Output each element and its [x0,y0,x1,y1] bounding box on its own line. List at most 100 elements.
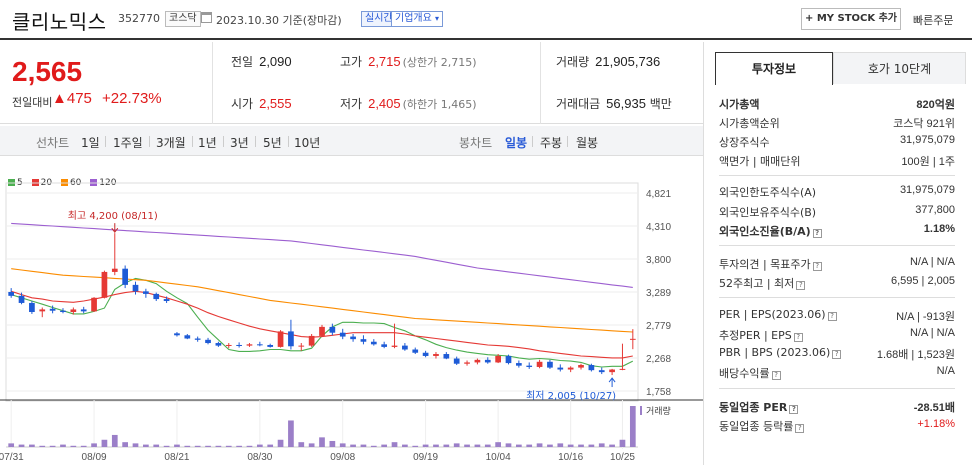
volume-bar [360,444,367,447]
volume-bar [174,444,180,447]
volume-bar [484,444,491,447]
tab-quote-10[interactable]: 호가 10단계 [833,52,966,84]
open-price: 시가 2,555 [231,95,292,112]
tab-weekly[interactable]: 주봉 [540,136,563,150]
market-cap-value: 820억원 [916,99,955,111]
candle-body [381,344,388,347]
market-tag: 코스닥 [165,11,201,27]
candle-body [443,354,450,359]
x-tick-label: 10/04 [486,452,511,463]
stock-code: 352770 [118,12,160,25]
candle-body [194,338,201,340]
help-icon[interactable]: ? [793,333,803,342]
foreign-hold-row: 외국인보유주식수(B) 377,800 [719,204,955,220]
volume-bar [412,445,419,447]
candle-body [29,302,35,313]
add-mystock-button[interactable]: + MY STOCK 추가 [801,8,901,30]
dividend-label: 배당수익률 [719,367,770,380]
volume-bar [111,434,118,447]
candle-body [526,365,533,367]
volume: 거래량 21,905,736 [556,53,660,70]
tab-1week[interactable]: 1주일 [113,136,143,150]
candle-body [536,361,543,367]
help-icon[interactable]: ? [789,405,799,414]
help-icon[interactable]: ? [827,312,837,321]
candle-body [464,362,470,364]
tab-daily[interactable]: 일봉 [505,136,528,150]
volume-bar [629,406,636,447]
y-tick-label: 2,779 [646,321,671,332]
volume-bar [49,445,56,447]
candle-body [60,310,66,313]
candle-body [80,309,87,312]
volume-bar [39,445,46,447]
help-icon[interactable]: ? [812,229,822,238]
investment-info-panel: 투자정보 호가 10단계 시가총액 820억원 시가총액순위 코스닥 921위 … [707,42,972,465]
low-annotation: 최저 2,005 (10/27) [526,390,616,402]
x-tick-label: 09/19 [413,452,438,463]
candle-body [49,308,56,311]
candle-body [267,344,274,347]
volume-bar [60,444,66,447]
high-annotation: 최고 4,200 (08/11) [68,210,158,222]
candle-body [225,344,232,346]
tab-monthly[interactable]: 월봉 [576,136,599,150]
help-icon[interactable]: ? [832,350,842,359]
volume-bar [277,439,284,447]
company-info-dropdown[interactable]: 기업개요 ▾ [391,11,444,27]
quick-order-link[interactable]: 빠른주문 [913,14,954,27]
stock-name: 클리노믹스 [12,10,107,34]
opinion-row: 투자의견 | 목표주가? N/A | N/A [719,256,955,272]
tab-1day[interactable]: 1일 [81,136,100,150]
sector-per-label: 동일업종 PER [719,401,788,414]
volume-value: 21,905,736 [595,54,661,69]
high-label: 고가 [340,55,363,69]
shares-row: 상장주식수 31,975,079 [719,134,955,150]
per-row: PER | EPS(2023.06)? N/A | -913원 [719,308,955,324]
volume-bar [308,443,315,447]
candle-body [246,344,253,346]
help-icon[interactable]: ? [795,424,805,433]
prev-close-label: 전일 [231,55,254,69]
price-chart[interactable]: 5 20 60 120 4,821 4,310 3,800 3,289 2,779 2,2… [0,158,703,465]
tab-1year[interactable]: 1년 [198,136,217,150]
face-value-row: 액면가 | 매매단위 100원 | 1주 [719,153,955,169]
volume-bar [267,444,274,447]
price-panel: 2,565 전일대비 ▲475 +22.73% 전일 2,090 시가 2,555 … [0,42,703,124]
candle-body [505,355,512,364]
candle-body [163,299,170,302]
opinion-value: N/A | N/A [909,256,955,268]
volume-bar [319,437,325,447]
candle-body [319,326,325,336]
help-icon[interactable]: ? [812,262,822,271]
tab-3year[interactable]: 3년 [230,136,249,150]
tab-candle-chart[interactable]: 봉차트 [459,136,493,150]
candle-body [370,341,377,345]
help-icon[interactable]: ? [796,281,806,290]
candle-body [308,335,315,346]
y-tick-label: 4,821 [646,189,671,200]
chart-canvas: 4,821 4,310 3,800 3,289 2,779 2,268 1,758 07/31… [0,182,703,463]
ma-line-60 [11,268,633,333]
help-icon[interactable]: ? [771,371,781,380]
panel-tabs: 투자정보 호가 10단계 [715,52,966,85]
candle-body [132,284,139,292]
low-label: 저가 [340,97,363,111]
tab-line-chart[interactable]: 선차트 [36,136,70,150]
volume-bar [391,442,398,447]
high-price: 고가 2,715 (상한가 2,715) [340,53,477,70]
foreign-hold-label: 외국인보유주식수(B) [719,206,817,219]
tab-3month[interactable]: 3개월 [156,136,186,150]
tab-investment-info[interactable]: 투자정보 [715,52,833,85]
candle-body [70,309,77,313]
sector-per-value: -28.51배 [913,402,955,414]
volume-bar [339,443,346,447]
candle-body [629,338,636,340]
foreign-limit-label: 외국인한도주식수(A) [719,186,817,199]
y-tick-label: 1,758 [646,387,671,398]
tab-5year[interactable]: 5년 [263,136,282,150]
week52-row: 52주최고 | 최저? 6,595 | 2,005 [719,275,955,291]
tab-10year[interactable]: 10년 [294,136,321,150]
volume-bar [433,444,439,447]
volume-bar [194,445,201,447]
